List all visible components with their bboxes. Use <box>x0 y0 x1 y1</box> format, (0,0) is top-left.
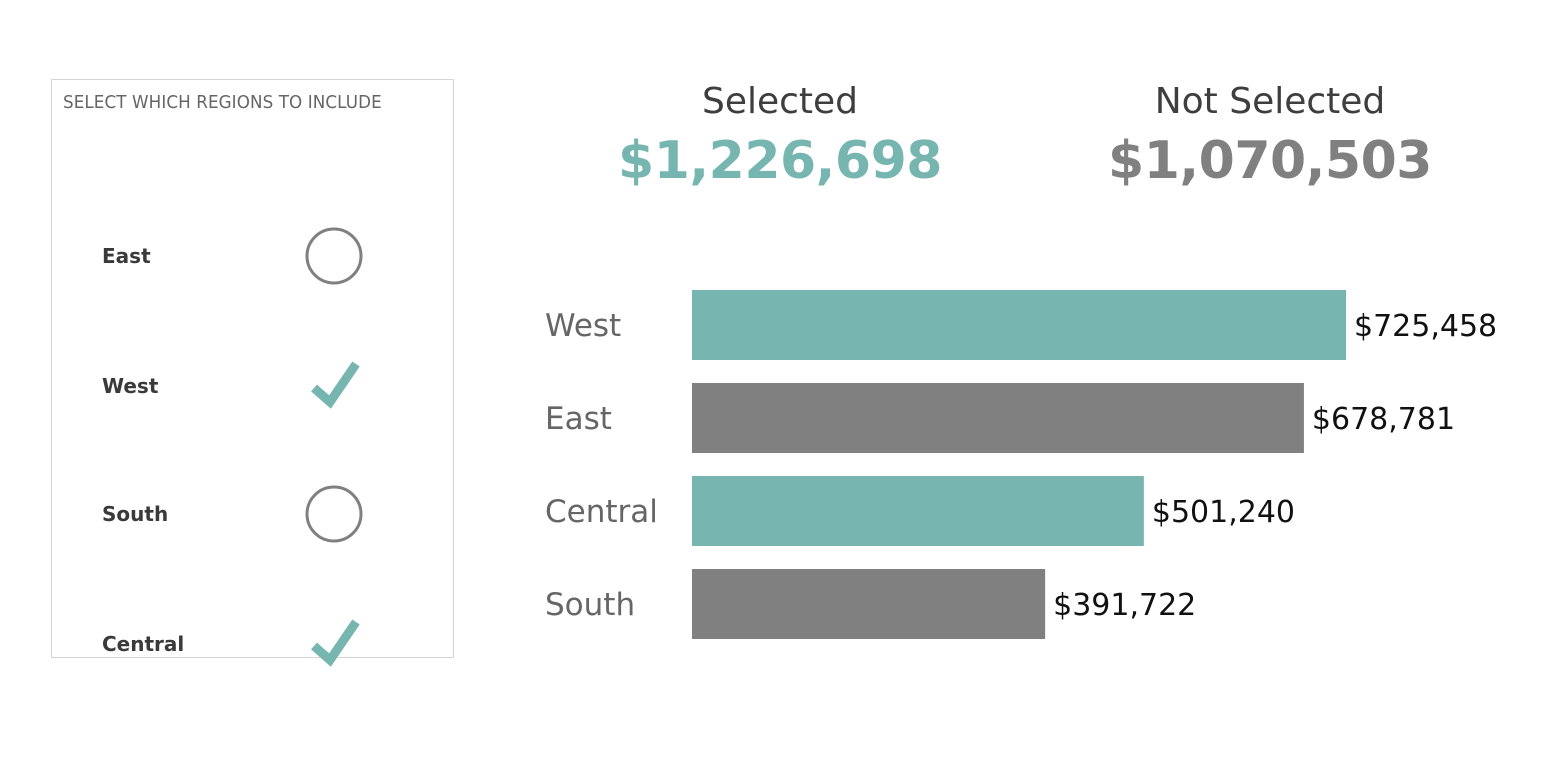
check-icon[interactable] <box>304 356 364 416</box>
value-label-central: $501,240 <box>1152 495 1295 530</box>
region-filter-panel: SELECT WHICH REGIONS TO INCLUDE East Wes… <box>51 79 454 667</box>
filter-item-south[interactable]: South <box>52 474 453 554</box>
kpi-not-selected: Not Selected $1,070,503 <box>1020 78 1520 196</box>
kpi-selected-label: Selected <box>701 81 859 122</box>
kpi-not-selected-value: $1,070,503 <box>1108 131 1432 191</box>
category-label-central: Central <box>545 494 658 530</box>
category-label-south: South <box>545 587 635 623</box>
circle-icon[interactable] <box>304 484 364 544</box>
filter-item-west[interactable]: West <box>52 346 453 426</box>
value-label-south: $391,722 <box>1053 588 1196 623</box>
filter-item-label: Central <box>102 632 185 656</box>
value-label-east: $678,781 <box>1312 402 1455 437</box>
filter-item-label: East <box>102 244 151 268</box>
filter-item-central[interactable]: Central <box>52 604 453 684</box>
value-label-west: $725,458 <box>1354 309 1497 344</box>
filter-item-label: West <box>102 374 159 398</box>
kpi-selected: Selected $1,226,698 <box>530 78 1030 196</box>
filter-item-label: South <box>102 502 169 526</box>
circle-icon[interactable] <box>304 226 364 286</box>
bar-east[interactable] <box>692 383 1304 453</box>
filter-title: SELECT WHICH REGIONS TO INCLUDE <box>63 92 382 113</box>
bar-central[interactable] <box>692 476 1144 546</box>
kpi-not-selected-label: Not Selected <box>1154 81 1386 122</box>
category-label-east: East <box>545 401 612 437</box>
bar-west[interactable] <box>692 290 1346 360</box>
category-label-west: West <box>545 308 621 344</box>
check-icon[interactable] <box>304 614 364 674</box>
bar-south[interactable] <box>692 569 1046 639</box>
filter-item-east[interactable]: East <box>52 216 453 296</box>
kpi-selected-value: $1,226,698 <box>618 131 942 191</box>
